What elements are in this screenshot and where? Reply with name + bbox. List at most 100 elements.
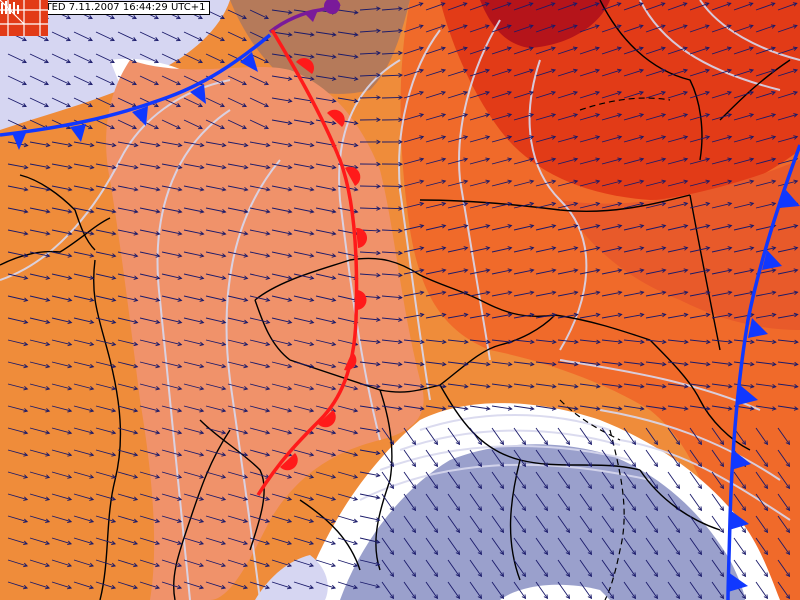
wind-arrow: [139, 449, 160, 456]
wind-arrow: [227, 493, 248, 501]
wind-arrow-head: [375, 406, 381, 411]
wind-arrow-head: [587, 550, 593, 556]
wind-arrow: [513, 225, 534, 231]
wind-arrow: [601, 559, 614, 577]
wind-arrow-head: [199, 385, 205, 391]
wind-arrow: [403, 180, 424, 187]
wind-arrow-head: [309, 452, 315, 457]
wind-arrow-head: [177, 231, 183, 236]
wind-arrow: [601, 247, 622, 253]
wind-arrow: [601, 113, 622, 121]
wind-arrow-head: [594, 24, 600, 29]
wind-arrow: [117, 75, 137, 85]
wind-arrow-head: [23, 164, 29, 170]
wind-arrow: [29, 361, 50, 368]
wind-arrow-head: [389, 594, 395, 600]
wind-arrow: [535, 449, 548, 467]
wind-arrow: [337, 537, 358, 545]
wind-arrow-head: [792, 24, 798, 29]
wind-arrow: [227, 273, 248, 279]
wind-arrow: [425, 2, 445, 11]
wind-arrow-head: [264, 59, 269, 64]
wind-arrow: [29, 53, 49, 63]
wind-arrow: [601, 361, 622, 365]
wind-arrow-head: [309, 363, 315, 369]
wind-arrow: [403, 158, 424, 165]
wind-arrow-head: [265, 231, 271, 236]
wind-arrow: [425, 581, 438, 599]
wind-arrow-head: [639, 290, 645, 296]
wind-arrow-head: [419, 113, 425, 118]
wind-arrow-head: [221, 518, 227, 523]
wind-arrow-head: [683, 113, 689, 118]
wind-arrow: [535, 405, 556, 410]
wind-arrow-head: [771, 90, 777, 96]
wind-arrow-head: [88, 125, 93, 130]
wind-arrow: [425, 427, 438, 445]
wind-arrow-head: [594, 2, 600, 7]
wind-arrow-head: [88, 81, 93, 86]
wind-arrow: [689, 158, 710, 165]
wind-arrow: [183, 471, 204, 478]
wind-arrow-head: [705, 406, 711, 411]
wind-arrow-head: [719, 484, 725, 490]
wind-arrow: [667, 313, 688, 319]
wind-arrow: [403, 515, 416, 533]
wind-arrow: [249, 97, 269, 107]
wind-arrow-head: [653, 594, 659, 600]
wind-arrow: [645, 91, 666, 99]
wind-arrow-head: [771, 135, 777, 140]
wind-arrow-head: [89, 408, 95, 413]
wind-arrow-head: [793, 68, 799, 74]
wind-arrow: [667, 2, 687, 11]
wind-arrow: [139, 317, 160, 324]
wind-arrow: [359, 449, 380, 454]
wind-arrow: [403, 291, 424, 297]
wind-arrow-head: [66, 125, 71, 130]
wind-arrow-head: [661, 90, 667, 96]
wind-arrow-head: [793, 246, 799, 251]
wind-arrow: [513, 247, 534, 253]
wind-arrow-head: [565, 550, 571, 556]
warm-front-semicircle: [344, 352, 357, 371]
wind-arrow: [623, 361, 644, 365]
wind-arrow-head: [199, 231, 205, 236]
wind-arrow-head: [287, 186, 293, 192]
wind-arrow-head: [660, 24, 666, 29]
wind-arrow-head: [287, 408, 293, 413]
wind-arrow: [205, 229, 226, 235]
wind-arrow-head: [763, 550, 769, 556]
wind-arrow-head: [331, 209, 337, 214]
wind-arrow: [689, 559, 702, 577]
wind-arrow: [183, 141, 204, 147]
wind-arrow-head: [638, 46, 644, 51]
wind-arrow: [557, 515, 570, 533]
wind-arrow-head: [331, 518, 337, 523]
wind-arrow: [601, 493, 614, 511]
wind-arrow-head: [529, 157, 535, 162]
wind-arrow-head: [441, 135, 447, 140]
wind-arrow-head: [353, 363, 359, 369]
wind-arrow: [447, 2, 467, 11]
wind-arrow-head: [749, 90, 755, 96]
wind-arrow-head: [565, 484, 571, 490]
wind-arrow: [777, 471, 790, 489]
wind-arrow: [425, 113, 446, 121]
wind-arrow: [73, 97, 93, 107]
wind-arrow-head: [45, 341, 51, 347]
wind-arrow-head: [433, 440, 439, 446]
wind-arrow-head: [442, 339, 447, 345]
wind-arrow-head: [485, 384, 491, 389]
wind-arrow: [579, 180, 600, 187]
wind-arrow-head: [287, 518, 293, 523]
wind-arrow: [513, 158, 534, 165]
wind-arrow-head: [110, 15, 115, 20]
wind-arrow-head: [221, 385, 227, 391]
wind-arrow-head: [565, 594, 571, 600]
wind-arrow: [51, 207, 72, 213]
wind-arrow: [667, 225, 688, 231]
wind-arrow: [557, 559, 570, 577]
wind-arrow-head: [455, 462, 461, 468]
wind-arrow: [315, 185, 336, 191]
wind-arrow: [183, 361, 204, 368]
